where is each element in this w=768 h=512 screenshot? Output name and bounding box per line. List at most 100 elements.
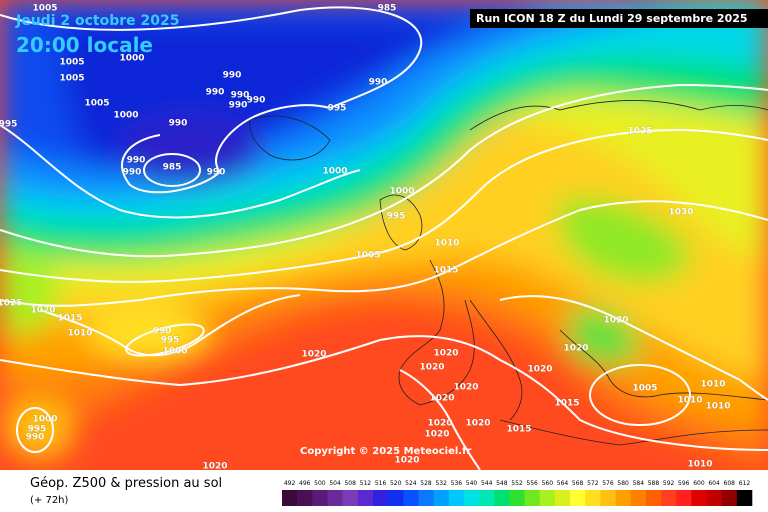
isobar-label: 1020 [419,363,444,373]
isobar-label: 995 [387,212,406,222]
isobar-label: 1010 [705,402,730,412]
colorbar-cell [342,490,359,506]
coastlines [249,100,768,446]
colorbar-cell [600,490,616,506]
colorbar-cell [357,490,374,506]
colorbar-cell [676,490,692,506]
colorbar-label: 492 [284,480,296,487]
copyright: Copyright © 2025 Meteociel.fr [300,446,471,457]
colorbar-label: 612 [739,480,751,487]
isobar-label: 990 [207,168,226,178]
colorbar-cell [479,490,495,506]
colorbar: 492 496 500 504 508 512 516 520 524 528 532 536 540 5… [282,480,753,506]
isobar-label: 990 [206,88,225,98]
colorbar-label: 564 [557,480,569,487]
isobar-label: 1000 [389,187,414,197]
isobar-label: 1020 [453,383,478,393]
colorbar-cell [388,490,404,506]
isobar-label: 990 [247,96,266,106]
footer-lead: (+ 72h) [30,495,69,506]
colorbar-cell [645,490,662,506]
colorbar-label: 544 [481,480,493,487]
isobar-label: 1020 [603,316,628,326]
colorbar-cell [554,490,571,506]
isobar-label: 1000 [162,347,187,357]
colorbar-label: 588 [648,480,660,487]
colorbar-label: 572 [587,480,599,487]
isobar-label: 1010 [67,329,92,339]
colorbar-cell [539,490,556,506]
colorbar-cell [448,490,465,506]
isobar-label: 1030 [668,208,693,218]
isobar-label: 1015 [433,266,458,276]
height-field [0,0,768,470]
colorbar-label: 552 [511,480,523,487]
colorbar-label: 604 [708,480,720,487]
isobar-label: 1000 [322,167,347,177]
isobar-label: 995 [0,120,17,130]
colorbar-cell [297,490,313,506]
colorbar-cell [570,490,586,506]
isobar-label: 1020 [465,419,490,429]
isobar-label: 1005 [59,58,84,68]
colorbar-cell [630,490,647,506]
isobar-label: 985 [163,163,182,173]
colorbar-cell [327,490,343,506]
colorbar-cell [706,490,722,506]
colorbar-label: 584 [633,480,645,487]
footer-title: Géop. Z500 & pression au sol [30,476,222,491]
colorbar-label: 596 [678,480,690,487]
colorbar-cell [615,490,632,506]
colorbar-cell [691,490,707,506]
isobar-label: 1020 [427,419,452,429]
isobar-label: 995 [28,425,47,435]
isobar-label: 1020 [202,462,227,472]
isobar-label: 1010 [687,460,712,470]
isobar-label: 1015 [554,399,579,409]
valid-date: Jeudi 2 octobre 2025 [15,13,179,29]
isobar-label: 990 [229,101,248,111]
isobar-label: 990 [223,71,242,81]
isobar-label: 1010 [700,380,725,390]
colorbar-cell [509,490,525,506]
isobar-label: 1020 [563,344,588,354]
colorbar-cell [736,490,753,506]
isobar-label: 1005 [84,99,109,109]
isobar-label: 1020 [433,349,458,359]
isobar-label: 990 [369,78,388,88]
isobar-label: 1005 [632,384,657,394]
colorbar-cell [282,490,298,506]
colorbar-label: 504 [329,480,341,487]
isobar-label: 990 [127,156,146,166]
colorbar-cell [494,490,510,506]
isobar-label: 1000 [32,415,57,425]
isobar-label: 995 [161,336,180,346]
colorbar-label: 512 [360,480,372,487]
isobar-label: 1020 [429,394,454,404]
colorbar-label: 548 [496,480,508,487]
isobar-label: 990 [123,168,142,178]
isobar-label: 1010 [434,239,459,249]
colorbar-label: 508 [344,480,356,487]
colorbar-cell [433,490,450,506]
colorbar-label: 556 [526,480,538,487]
isobar-label: 1015 [506,425,531,435]
isobar-label: 990 [169,119,188,129]
colorbar-label: 600 [693,480,705,487]
colorbar-label: 520 [390,480,402,487]
isobar-label: 1005 [32,4,57,14]
isobar-label: 1015 [57,314,82,324]
colorbar-cell [721,490,738,506]
colorbar-cell [403,490,419,506]
colorbar-label: 540 [466,480,478,487]
isobar-label: 1000 [113,111,138,121]
colorbar-label: 568 [572,480,584,487]
colorbar-label: 516 [375,480,387,487]
isobar-label: 1020 [394,456,419,466]
isobar-label: 990 [231,91,250,101]
isobar-label: 1005 [59,74,84,84]
colorbar-label: 608 [724,480,736,487]
isobars [0,6,768,470]
